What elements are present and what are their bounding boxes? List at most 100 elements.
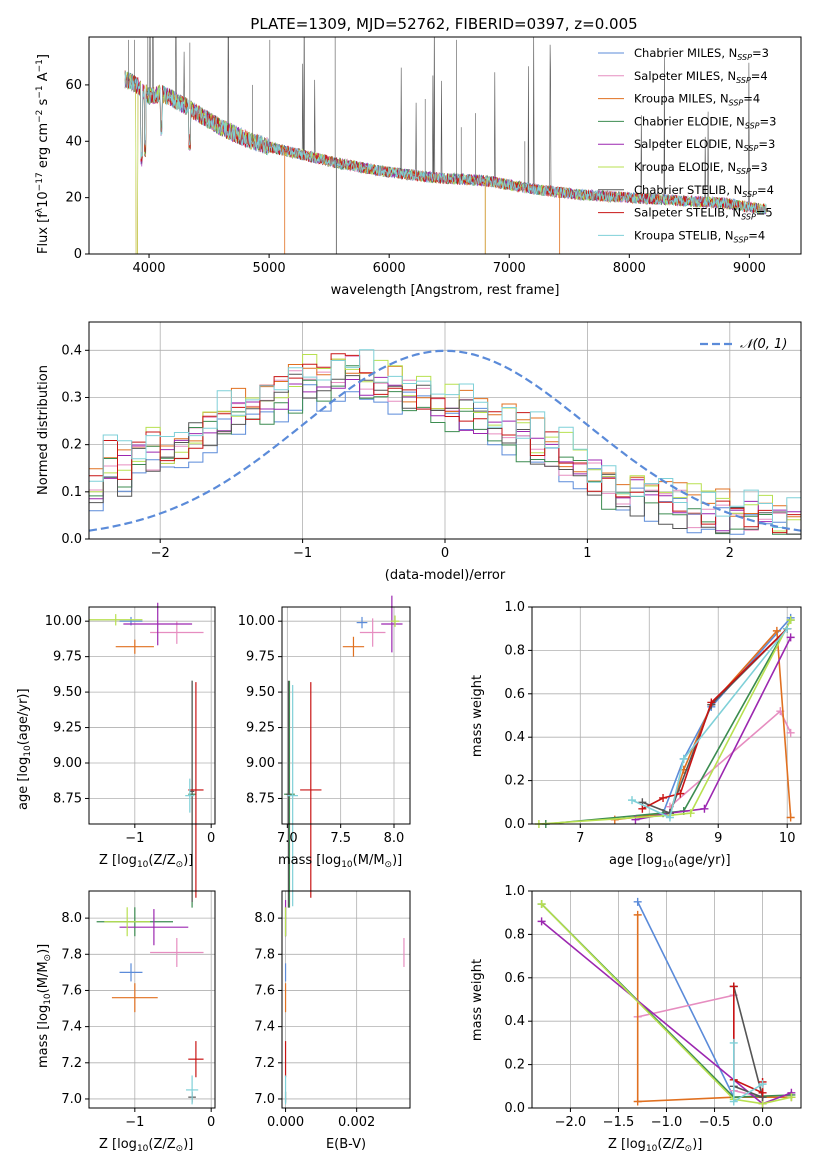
y-tick-label: 0.6	[504, 687, 525, 702]
label-part: (M/M	[353, 853, 385, 868]
y-tick-label: 8.75	[246, 791, 275, 806]
legend-text: =5	[756, 206, 773, 220]
y-axis-label: Normed distribution	[36, 365, 51, 495]
y-tick-label: 60	[65, 78, 82, 93]
label-part: )]	[392, 853, 402, 868]
y-tick-label: 0.4	[504, 1014, 525, 1029]
y-tick-label: 7.8	[254, 947, 275, 962]
label-part: ⊙	[176, 860, 184, 870]
x-tick-label: 7000	[493, 261, 526, 276]
weight-marker	[628, 796, 637, 805]
x-axis-label: mass [log10(M/M⊙)]	[278, 853, 402, 870]
label-part: λ	[35, 207, 45, 213]
legend-text: Kroupa ELODIE, N	[634, 160, 736, 174]
y-tick-label: 40	[65, 134, 82, 149]
x-tick-label: 0.0	[752, 1115, 773, 1130]
label-part: Z [log	[99, 1137, 137, 1152]
y-tick-label: 9.00	[246, 756, 275, 771]
weight-marker	[758, 1088, 767, 1097]
weight-marker	[786, 728, 795, 737]
x-tick-label: −2.0	[555, 1115, 587, 1130]
legend-text: =4	[757, 183, 774, 197]
y-tick-label: 0.8	[504, 643, 525, 658]
y-tick-label: 9.75	[53, 650, 82, 665]
legend-sub: SSP	[744, 144, 759, 153]
weight-marker	[676, 789, 685, 798]
y-tick-label: 0.1	[61, 485, 82, 500]
mass-weight-z-panel: −2.0 −1.5 −1.0 −0.5 0.0 0.0 0.2 0.4 0.6 0.8 1.0 Z […	[470, 884, 802, 1154]
y-tick-label: 9.50	[246, 685, 275, 700]
y-tick-label: 7.0	[254, 1092, 275, 1107]
weight-marker	[700, 804, 709, 813]
y-tick-label: 9.00	[53, 756, 82, 771]
y-tick-label: 0.3	[61, 390, 82, 405]
histogram-steps	[89, 349, 801, 535]
x-tick-label: −0.5	[699, 1115, 731, 1130]
label-part: s	[36, 98, 51, 109]
y-tick-label: 0.6	[504, 971, 525, 986]
y-axis-label: mass weight	[470, 959, 485, 1041]
mass-vs-z-panel: −1 07.07.27.47.67.88.0Z [log10(Z/Z⊙)]mass…	[36, 890, 216, 1154]
axes-frame	[531, 606, 802, 825]
weight-series-line	[637, 994, 763, 1098]
y-tick-label: 1.0	[504, 884, 525, 899]
x-axis-label: Z [log10(Z/Z⊙)]	[99, 1137, 193, 1154]
y-tick-label: 8.0	[254, 911, 275, 926]
legend-entry: Salpeter ELODIE, NSSP=3	[634, 137, 775, 153]
histogram-series	[89, 353, 801, 534]
label-part: Flux [f	[36, 213, 51, 254]
label-part: mass [log	[36, 1005, 51, 1068]
gaussian-curve	[89, 349, 801, 532]
x-tick-label: 9	[714, 831, 722, 846]
spectrum-series-line	[124, 70, 767, 215]
legend-text: =4	[748, 228, 765, 242]
x-tick-label: 5000	[253, 261, 286, 276]
y-tick-label: 7.4	[254, 1020, 275, 1035]
label-part: age [log	[16, 757, 31, 810]
x-tick-label: −1	[125, 1115, 144, 1130]
y-tick-label: 7.6	[61, 983, 82, 998]
label-part: mass [log	[278, 853, 341, 868]
weight-series-line	[631, 628, 788, 819]
label-part: 10	[23, 745, 33, 757]
legend-entry: Salpeter STELIB, NSSP=5	[634, 206, 773, 222]
y-tick-label: 0.2	[504, 774, 525, 789]
legend-sub: SSP	[745, 121, 760, 130]
legend-text: Chabrier STELIB, N	[634, 183, 742, 197]
histogram-panel: −2 −1 0 1 2 0.0 0.1 0.2 0.3 0.4 (data-model)/error…	[36, 321, 802, 583]
legend-text: Salpeter MILES, N	[634, 69, 736, 83]
legend-sub: SSP	[729, 99, 744, 108]
weight-marker	[787, 1093, 796, 1102]
legend-text: Chabrier MILES, N	[634, 46, 737, 60]
y-tick-label: 7.8	[61, 947, 82, 962]
x-tick-label: 8	[645, 831, 653, 846]
weight-marker	[783, 624, 792, 633]
x-axis-label: age [log10(age/yr)]	[609, 853, 731, 870]
y-axis-label: age [log10(age/yr)]	[16, 688, 33, 810]
legend-sub: SSP	[742, 190, 757, 199]
y-tick-label: 0.8	[504, 927, 525, 942]
x-tick-label: 7.0	[277, 831, 298, 846]
label-part: )]	[183, 1137, 193, 1152]
label-part: )]	[36, 944, 51, 954]
y-tick-label: 8.75	[53, 791, 82, 806]
y-tick-label: 0.2	[504, 1058, 525, 1073]
x-tick-label: 0.002	[338, 1115, 375, 1130]
weight-marker	[729, 982, 738, 991]
label-part: (age/yr)]	[674, 853, 731, 868]
legend-entry: Chabrier MILES, NSSP=3	[634, 46, 769, 62]
x-tick-label: 4000	[132, 261, 165, 276]
x-tick-label: 7.5	[330, 831, 351, 846]
x-tick-label: −1.0	[651, 1115, 683, 1130]
x-tick-label: 7	[576, 831, 584, 846]
legend-entry: Kroupa ELODIE, NSSP=3	[634, 160, 768, 176]
figure-title: PLATE=1309, MJD=52762, FIBERID=0397, z=0…	[250, 15, 637, 33]
panels-group: 4000 5000 6000 7000 8000 90000204060wavelengt…	[16, 36, 802, 1154]
legend-entry: Chabrier ELODIE, NSSP=3	[634, 114, 776, 130]
legend-sub: SSP	[734, 235, 749, 244]
label-part: 10	[646, 1144, 658, 1154]
y-tick-label: 0.2	[61, 438, 82, 453]
weight-marker	[707, 698, 716, 707]
label-part: ⊙	[685, 1144, 693, 1154]
